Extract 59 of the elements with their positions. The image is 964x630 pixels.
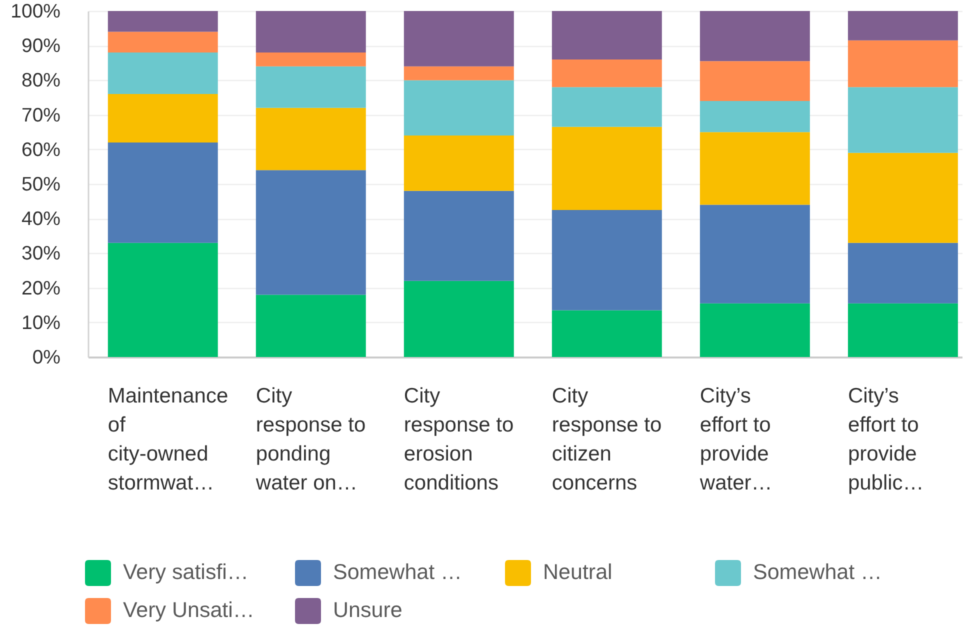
bar: [256, 11, 366, 53]
legend-label: Neutral: [543, 560, 612, 584]
bar: [700, 11, 810, 62]
y-tick-label: 40%: [21, 208, 60, 230]
bar: [256, 52, 366, 66]
bar: [700, 303, 810, 357]
bar: [552, 210, 662, 310]
bar: [848, 303, 958, 357]
bar: [700, 61, 810, 101]
legend-label: Unsure: [333, 598, 402, 622]
bar: [848, 87, 958, 153]
bar: [108, 11, 218, 32]
bar: [848, 242, 958, 304]
x-tick-label: City’s effort to provide public…: [848, 384, 924, 494]
bar: [552, 11, 662, 60]
y-tick-label: 70%: [21, 104, 60, 126]
bar: [848, 11, 958, 40]
y-tick-label: 100%: [10, 0, 60, 22]
y-tick-label: 0%: [32, 346, 60, 368]
bar: [700, 132, 810, 205]
bar: [700, 100, 810, 132]
y-tick-label: 60%: [21, 138, 60, 161]
legend-label: Very satisfi…: [123, 560, 248, 584]
y-tick-label: 90%: [21, 35, 60, 58]
x-tick-label: City’s effort to provide water…: [698, 384, 772, 494]
y-tick-label: 80%: [21, 70, 60, 92]
bar: [404, 80, 514, 136]
bar: [108, 242, 218, 357]
bar: [404, 11, 514, 66]
x-tick-label: City response to erosion conditions: [404, 384, 514, 494]
bar: [552, 310, 662, 357]
x-tick-label: City response to citizen concerns: [552, 384, 662, 494]
legend-label: Very Unsati…: [123, 598, 254, 622]
bar: [700, 204, 810, 304]
y-tick-label: 10%: [21, 312, 60, 334]
bar: [256, 108, 366, 170]
bar: [404, 66, 514, 80]
bar: [108, 52, 218, 94]
bar: [552, 126, 662, 210]
y-tick-label: 30%: [21, 242, 60, 265]
bar: [552, 59, 662, 88]
bar: [404, 136, 514, 191]
bar: [256, 66, 366, 108]
x-tick-label: Maintenance of city-owned stormwat…: [108, 384, 228, 494]
bar: [552, 87, 662, 127]
bar: [848, 40, 958, 88]
legend-label: Somewhat …: [753, 560, 882, 584]
bar: [256, 170, 366, 295]
bar: [404, 280, 514, 357]
bar: [404, 190, 514, 281]
legend-label: Somewhat …: [333, 560, 462, 584]
y-tick-label: 50%: [21, 174, 60, 196]
bar: [108, 142, 218, 243]
bar: [108, 32, 218, 53]
bar: [256, 294, 366, 357]
bar: [848, 152, 958, 243]
y-tick-label: 20%: [21, 277, 60, 300]
bar: [108, 94, 218, 142]
x-tick-label: City response to ponding water on…: [254, 384, 366, 494]
